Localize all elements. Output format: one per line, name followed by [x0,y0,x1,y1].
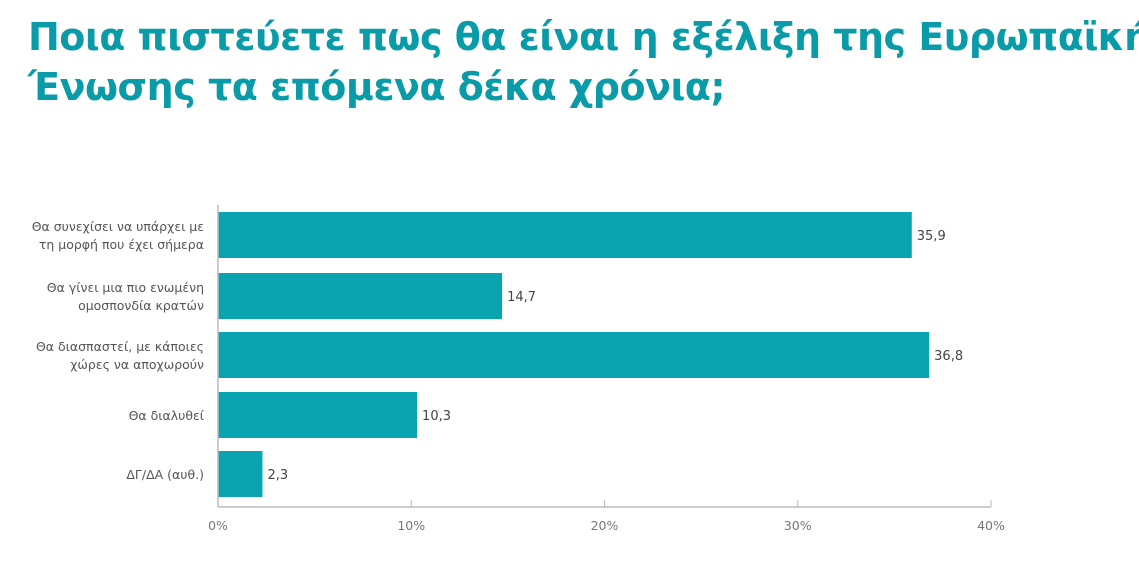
bar [218,273,503,319]
chart-title-line-2: Ένωσης τα επόμενα δέκα χρόνια; [28,65,726,109]
bar [218,451,263,497]
category-label: χώρες να αποχωρούν [70,357,204,372]
chart-title: Ποια πιστεύετε πως θα είναι η εξέλιξη τη… [28,12,1139,112]
category-label: Θα συνεχίσει να υπάρχει με [32,219,204,234]
x-tick-label: 10% [397,518,425,533]
category-label: Θα διασπαστεί, με κάποιες [36,339,204,354]
bar [218,392,418,438]
bar [218,332,930,378]
category-label: Θα γίνει μια πιο ενωμένη [47,280,204,295]
data-label: 14,7 [507,290,536,305]
x-tick-label: 40% [977,518,1005,533]
x-tick-label: 0% [208,518,228,533]
chart-title-line-1: Ποια πιστεύετε πως θα είναι η εξέλιξη τη… [28,15,1139,59]
category-label: ΔΓ/ΔΑ (αυθ.) [126,467,204,482]
data-label: 2,3 [267,468,288,483]
category-label: Θα διαλυθεί [129,408,205,423]
data-label: 36,8 [934,349,963,364]
data-label: 10,3 [422,409,451,424]
bar [218,212,912,258]
x-tick-label: 30% [784,518,812,533]
x-tick-label: 20% [591,518,619,533]
category-label: τη μορφή που έχει σήμερα [39,237,204,252]
data-label: 35,9 [917,229,946,244]
category-label: ομοσπονδία κρατών [78,298,204,313]
